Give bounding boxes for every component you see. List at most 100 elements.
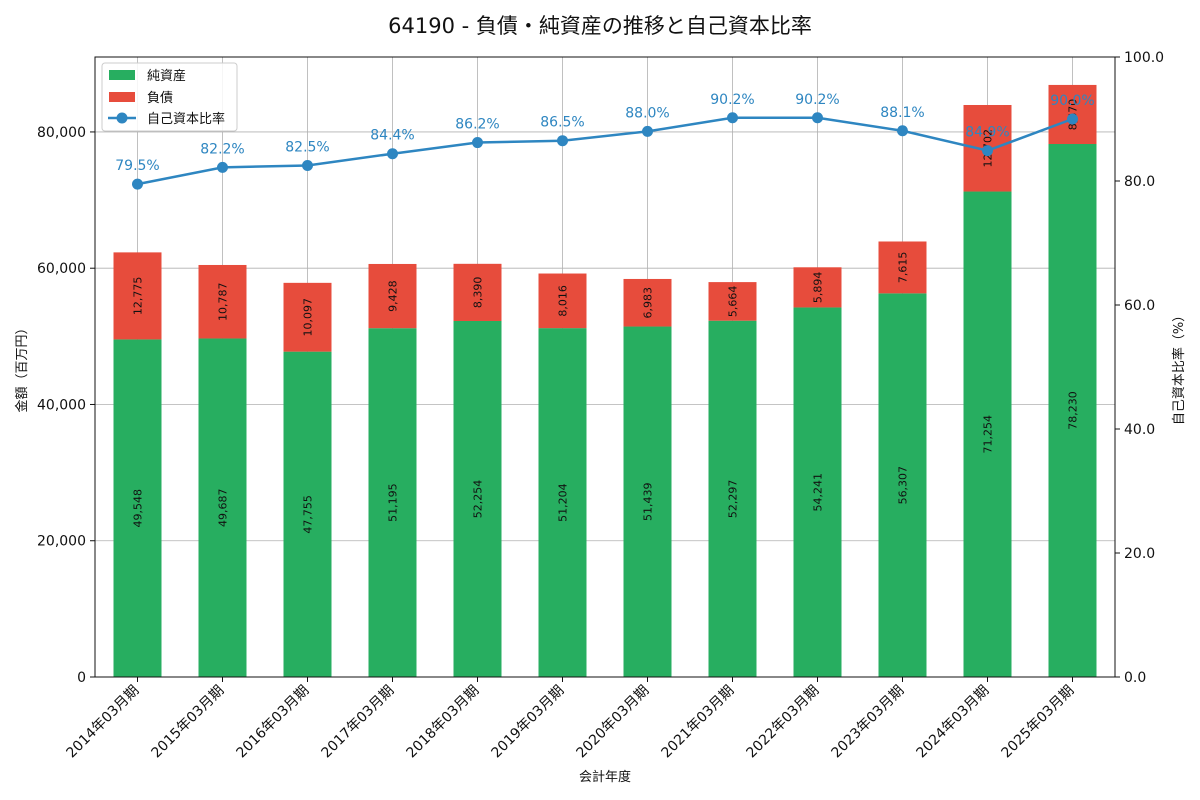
bar-net-assets	[878, 293, 927, 677]
x-tick-label: 2015年03月期	[149, 683, 228, 762]
y-tick-label: 40,000	[37, 397, 86, 413]
ratio-point	[812, 112, 823, 124]
legend-swatch-net-assets	[109, 70, 135, 80]
x-axis-label: 会計年度	[579, 769, 631, 785]
y-tick-label: 20,000	[37, 534, 86, 550]
bar-label-net-assets: 52,297	[727, 480, 740, 519]
ratio-label: 90.2%	[710, 92, 754, 108]
bar-label-net-assets: 49,687	[217, 488, 230, 526]
ratio-label: 82.5%	[285, 140, 329, 156]
y2-tick-label: 40.0	[1124, 422, 1155, 438]
x-tick-label: 2025年03月期	[999, 683, 1078, 762]
ratio-label: 90.0%	[1050, 93, 1094, 109]
x-tick-label: 2018年03月期	[404, 683, 483, 762]
legend-swatch-liabilities	[109, 92, 135, 102]
bar-label-net-assets: 51,439	[642, 483, 655, 522]
x-tick-label: 2024年03月期	[914, 683, 993, 762]
legend-label-ratio: 自己資本比率	[147, 111, 225, 127]
chart-title: 64190 - 負債・純資産の推移と自己資本比率	[388, 14, 812, 38]
bar-label-net-assets: 49,548	[132, 489, 145, 527]
ratio-label: 84.9%	[965, 125, 1009, 141]
bar-liabilities	[878, 241, 927, 294]
x-tick-label: 2022年03月期	[744, 683, 823, 762]
ratio-point	[557, 135, 568, 147]
x-tick-label: 2014年03月期	[64, 683, 143, 762]
grid	[95, 57, 1115, 678]
bar-liabilities	[708, 282, 757, 321]
x-tick-label: 2019年03月期	[489, 683, 568, 762]
y2-tick-label: 0.0	[1124, 670, 1146, 686]
ratio-point	[1067, 113, 1078, 125]
y2-tick-label: 100.0	[1124, 50, 1164, 66]
bar-liabilities	[283, 282, 332, 352]
y2-tick-label: 20.0	[1124, 546, 1155, 562]
bar-net-assets	[793, 307, 842, 677]
bar-labels: 49,548 12,775 49,687 10,787 47,755 10,097 51,1…	[132, 99, 1080, 534]
ratio-label: 84.4%	[370, 128, 414, 144]
legend-label-liabilities: 負債	[147, 91, 173, 106]
bar-label-liabilities: 12,775	[132, 277, 145, 316]
bar-liabilities	[793, 267, 842, 308]
y2-tick-label: 80.0	[1124, 174, 1155, 190]
x-tick-label: 2020年03月期	[574, 683, 653, 762]
bar-net-assets	[453, 320, 502, 677]
ratio-label: 90.2%	[795, 92, 839, 108]
plot-frame	[94, 56, 1116, 678]
bar-label-net-assets: 52,254	[472, 480, 485, 519]
bar-label-liabilities: 7,615	[897, 252, 910, 284]
y-tick-label: 0	[77, 670, 86, 686]
bar-net-assets	[368, 328, 417, 677]
bar-label-liabilities: 8,390	[472, 277, 485, 309]
y2-tick-label: 60.0	[1124, 298, 1155, 314]
ratio-label: 86.5%	[540, 115, 584, 131]
ratio-point	[217, 161, 228, 173]
x-tick-label: 2021年03月期	[659, 683, 738, 762]
bar-net-assets	[198, 338, 247, 677]
bar-liabilities	[368, 263, 417, 329]
bar-label-net-assets: 51,204	[557, 483, 570, 522]
bar-label-liabilities: 6,983	[642, 287, 655, 319]
ratio-label: 88.1%	[880, 105, 924, 121]
bar-liabilities	[198, 264, 247, 339]
bar-liabilities	[538, 273, 587, 329]
bar-net-assets	[538, 328, 587, 677]
bar-net-assets	[708, 320, 757, 677]
ratio-point	[982, 145, 993, 157]
bar-label-liabilities: 8,016	[557, 285, 570, 317]
bar-label-net-assets: 78,230	[1067, 391, 1080, 430]
bar-net-assets	[963, 191, 1012, 677]
bar-liabilities	[453, 263, 502, 321]
y2-axis-label: 自己資本比率（%）	[1171, 309, 1187, 425]
bar-label-liabilities: 10,097	[302, 298, 315, 337]
bar-net-assets	[623, 326, 672, 677]
ratio-point	[302, 160, 313, 171]
y-tick-label: 60,000	[37, 261, 86, 277]
ratio-label: 82.2%	[200, 141, 244, 157]
ratio-point	[472, 137, 483, 149]
legend-label-net-assets: 純資産	[147, 68, 186, 84]
ratio-point	[642, 125, 653, 137]
ratio-point	[897, 125, 908, 137]
bar-label-net-assets: 54,241	[812, 473, 825, 512]
x-tick-label: 2023年03月期	[829, 683, 908, 762]
bar-label-net-assets: 47,755	[302, 495, 315, 534]
ratio-label: 88.0%	[625, 105, 669, 121]
x-tick-label: 2016年03月期	[234, 683, 313, 762]
bar-label-liabilities: 5,664	[727, 286, 740, 318]
bar-liabilities	[623, 278, 672, 327]
ratio-line	[137, 116, 1073, 186]
bar-label-net-assets: 71,254	[982, 415, 995, 454]
bar-net-assets	[113, 339, 162, 677]
ratio-point	[387, 148, 398, 160]
y-tick-label: 80,000	[37, 125, 86, 141]
bar-label-net-assets: 51,195	[387, 483, 400, 522]
bar-label-liabilities: 5,894	[812, 272, 825, 304]
bars	[113, 84, 1097, 677]
bar-label-net-assets: 56,307	[897, 466, 910, 505]
bar-label-liabilities: 10,787	[217, 282, 230, 321]
legend-marker-ratio	[116, 112, 128, 124]
bar-net-assets	[283, 351, 332, 677]
ratio-line-layer: 79.5% 82.2% 82.5% 84.4% 86.2% 86.5% 88.0% 90.2%…	[115, 92, 1095, 190]
